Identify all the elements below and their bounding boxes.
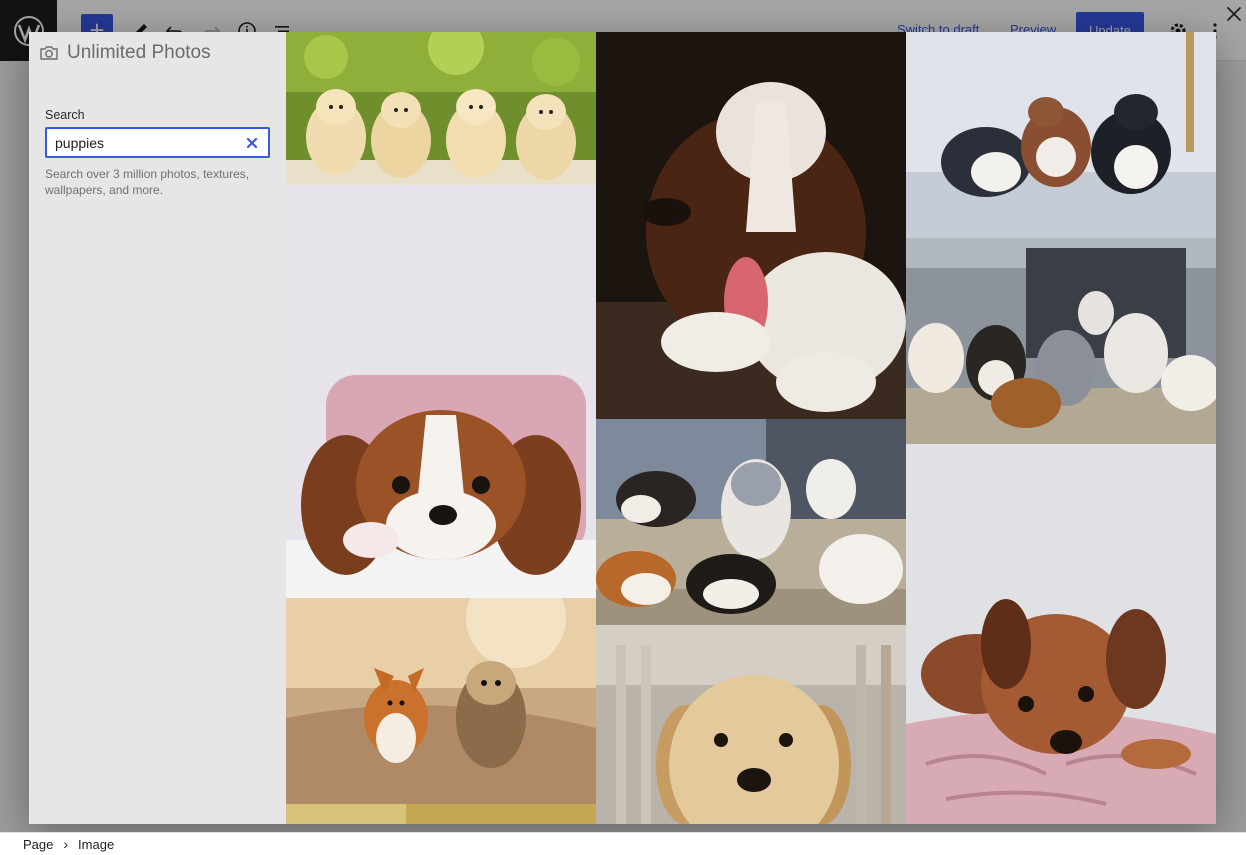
photo-golden-puppy-portrait[interactable] bbox=[596, 625, 906, 824]
photo-golden-puppies-row[interactable] bbox=[286, 32, 596, 185]
breadcrumb: Page › Image bbox=[0, 832, 1246, 855]
camera-icon bbox=[40, 46, 58, 60]
photo-corgi-and-yorkie[interactable] bbox=[286, 598, 596, 804]
photo-yawning-puppy[interactable] bbox=[596, 32, 906, 419]
search-help-text: Search over 3 million photos, textures, … bbox=[45, 167, 250, 197]
photo-grid bbox=[286, 32, 1216, 824]
modal-header: Unlimited Photos bbox=[39, 42, 211, 64]
breadcrumb-item-image: Image bbox=[78, 836, 115, 852]
clear-search-icon[interactable] bbox=[244, 135, 260, 151]
photo-partial-bottom[interactable] bbox=[286, 804, 596, 824]
photo-aussie-puppies-step[interactable] bbox=[596, 419, 906, 625]
close-icon[interactable] bbox=[1225, 5, 1243, 23]
modal-sidebar: Unlimited Photos Search Search over 3 mi… bbox=[29, 32, 286, 824]
photo-puppy-litter-porch[interactable] bbox=[906, 238, 1216, 444]
search-label: Search bbox=[45, 108, 85, 122]
search-input[interactable] bbox=[55, 134, 235, 152]
breadcrumb-item-page[interactable]: Page bbox=[23, 836, 54, 852]
chevron-right-icon: › bbox=[63, 836, 69, 852]
unlimited-photos-modal: Unlimited Photos Search Search over 3 mi… bbox=[29, 32, 1216, 824]
modal-title: Unlimited Photos bbox=[67, 42, 211, 63]
photo-cavalier-puppy[interactable] bbox=[286, 185, 596, 598]
search-field[interactable] bbox=[45, 127, 270, 158]
photo-brown-puppy-blanket[interactable] bbox=[906, 444, 1216, 824]
photo-merle-puppies-floor[interactable] bbox=[906, 32, 1216, 238]
